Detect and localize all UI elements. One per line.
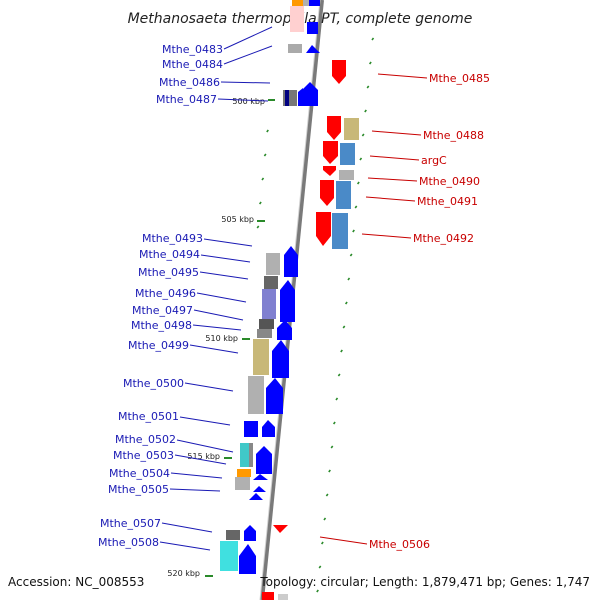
connector-line xyxy=(161,522,213,533)
gene-label-mthe-0505: Mthe_0505 xyxy=(108,483,169,496)
left-gene-labels: Mthe_0483 Mthe_0484 Mthe_0486 Mthe_0487 … xyxy=(98,43,223,549)
scale-tick xyxy=(361,133,365,137)
connector-line xyxy=(217,98,269,102)
scale-tick xyxy=(359,157,363,161)
scale-tick xyxy=(344,301,348,305)
connector-line xyxy=(169,488,221,492)
scale-tick xyxy=(349,253,353,257)
connector-line xyxy=(203,238,253,247)
forward-genes xyxy=(239,0,320,574)
connector-line xyxy=(319,536,368,545)
connector-line xyxy=(223,45,273,65)
feature-track xyxy=(220,0,359,600)
gene-label-mthe-0484: Mthe_0484 xyxy=(162,58,223,71)
scale-tick xyxy=(337,373,341,377)
connector-line xyxy=(220,81,271,84)
gene-label-mthe-0486: Mthe_0486 xyxy=(159,76,220,89)
scale-tick xyxy=(328,469,331,473)
scale-tick xyxy=(256,225,260,229)
scale-label-505: 505 kbp xyxy=(221,215,254,224)
connector-line xyxy=(369,155,420,161)
connector-line xyxy=(200,254,251,263)
gene-label-mthe-0490: Mthe_0490 xyxy=(419,175,480,188)
gene-label-mthe-0487: Mthe_0487 xyxy=(156,93,217,106)
scale-tick xyxy=(325,493,329,497)
connector-line xyxy=(179,416,231,426)
connector-line xyxy=(192,324,242,331)
scale-tick xyxy=(342,325,346,329)
scale-labels: 500 kbp 505 kbp 510 kbp 515 kbp 520 kbp xyxy=(167,97,265,578)
scale-tick xyxy=(366,85,370,89)
scale-tick xyxy=(352,229,355,233)
scale-ticks xyxy=(256,37,375,593)
connector-line xyxy=(189,344,239,354)
connector-line xyxy=(361,233,412,239)
connector-line xyxy=(367,177,418,182)
scale-tick xyxy=(266,129,269,133)
scale-label-520: 520 kbp xyxy=(167,569,200,578)
connector-line xyxy=(174,454,227,465)
right-gene-labels: Mthe_0485 Mthe_0488 argC Mthe_0490 Mthe_… xyxy=(369,72,490,551)
connector-line xyxy=(365,196,416,202)
reverse-genes xyxy=(273,60,346,533)
gene-label-mthe-0499: Mthe_0499 xyxy=(128,339,189,352)
left-label-connectors xyxy=(159,26,273,551)
gene-label-mthe-0498: Mthe_0498 xyxy=(131,319,192,332)
gene-label-mthe-0494: Mthe_0494 xyxy=(139,248,200,261)
gene-label-mthe-0503: Mthe_0503 xyxy=(113,449,174,462)
connector-line xyxy=(184,382,234,392)
gene-label-mthe-0485: Mthe_0485 xyxy=(429,72,490,85)
gene-label-mthe-0507: Mthe_0507 xyxy=(100,517,161,530)
scale-tick xyxy=(332,421,336,425)
gene-label-mthe-0493: Mthe_0493 xyxy=(142,232,203,245)
scale-tick xyxy=(261,177,265,181)
scale-tick xyxy=(356,181,360,185)
scale-tick xyxy=(320,541,324,545)
accession-text: Accession: NC_008553 xyxy=(8,575,144,589)
scale-tick xyxy=(258,201,262,205)
connector-line xyxy=(371,130,422,136)
connector-line xyxy=(170,472,223,479)
scale-label-510: 510 kbp xyxy=(205,334,238,343)
scale-tick xyxy=(368,61,372,65)
gene-label-mthe-0504: Mthe_0504 xyxy=(109,467,170,480)
scale-tick xyxy=(347,277,351,281)
connector-line xyxy=(199,271,249,280)
scale-tick xyxy=(371,37,375,41)
gene-label-mthe-0496: Mthe_0496 xyxy=(135,287,196,300)
scale-label-515: 515 kbp xyxy=(187,452,220,461)
gene-label-mthe-0502: Mthe_0502 xyxy=(115,433,176,446)
gene-label-mthe-0495: Mthe_0495 xyxy=(138,266,199,279)
connector-line xyxy=(176,439,234,453)
connector-line xyxy=(377,73,428,79)
scale-tick xyxy=(364,109,367,113)
gene-label-mthe-0501: Mthe_0501 xyxy=(118,410,179,423)
gene-label-mthe-0492: Mthe_0492 xyxy=(413,232,474,245)
scale-tick xyxy=(318,565,322,569)
gene-label-argc: argC xyxy=(421,154,447,167)
gene-label-mthe-0500: Mthe_0500 xyxy=(123,377,184,390)
scale-tick xyxy=(323,517,327,521)
gene-label-mthe-0483: Mthe_0483 xyxy=(162,43,223,56)
gene-label-mthe-0506: Mthe_0506 xyxy=(369,538,430,551)
scale-tick xyxy=(263,153,267,157)
connector-line xyxy=(196,292,247,303)
gene-label-mthe-0488: Mthe_0488 xyxy=(423,129,484,142)
scale-label-500: 500 kbp xyxy=(232,97,265,106)
topology-text: Topology: circular; Length: 1,879,471 bp… xyxy=(259,575,590,589)
connector-line xyxy=(193,309,244,321)
right-label-connectors xyxy=(319,73,428,545)
scale-tick xyxy=(330,445,334,449)
scale-tick xyxy=(316,589,319,593)
scale-label-ticks xyxy=(205,99,275,577)
scale-tick xyxy=(335,397,339,401)
scale-tick xyxy=(340,349,343,353)
connector-line xyxy=(223,26,273,50)
gene-label-mthe-0497: Mthe_0497 xyxy=(132,304,193,317)
scale-tick xyxy=(354,205,358,209)
gene-label-mthe-0508: Mthe_0508 xyxy=(98,536,159,549)
connector-line xyxy=(159,541,211,551)
gene-label-mthe-0491: Mthe_0491 xyxy=(417,195,478,208)
